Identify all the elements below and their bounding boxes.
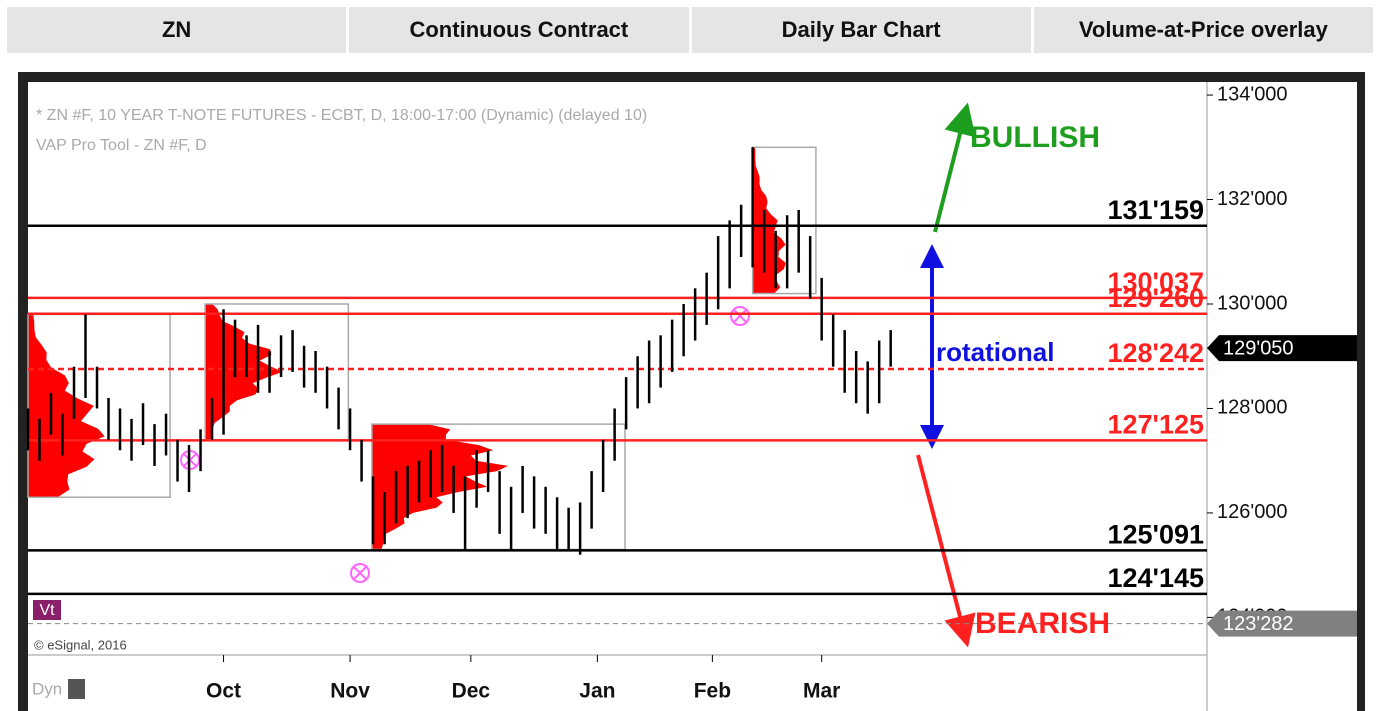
vap-profile — [28, 314, 105, 498]
level-label: 127'125 — [1107, 409, 1204, 439]
y-tick-label: 132'000 — [1217, 188, 1288, 210]
x-tick-label: Dec — [452, 680, 491, 703]
x-tick-label: Mar — [803, 680, 840, 703]
x-tick-label: Feb — [694, 680, 731, 703]
chart-title: * ZN #F, 10 YEAR T-NOTE FUTURES - ECBT, … — [36, 107, 647, 124]
bear-arrow — [916, 454, 976, 648]
y-tick-label: 126'000 — [1217, 501, 1288, 523]
level-label: 125'091 — [1107, 519, 1204, 549]
vap-profile — [752, 147, 786, 294]
footer-label: Dyn — [32, 679, 62, 698]
header-cell: Continuous Contract — [349, 7, 689, 53]
level-label: 130'037 — [1107, 267, 1204, 297]
source: © eSignal, 2016 — [34, 637, 127, 652]
price-tag-label: 123'282 — [1223, 613, 1294, 635]
price-tag — [1207, 610, 1357, 637]
y-tick-label: 134'000 — [1217, 83, 1288, 105]
annotation: BULLISH — [970, 121, 1100, 154]
x-tick-label: Jan — [579, 680, 615, 703]
header-cell: Volume-at-Price overlay — [1033, 7, 1373, 53]
footer-icon — [68, 679, 85, 699]
badge: Vt — [39, 602, 55, 619]
price-tag — [1207, 335, 1357, 362]
header-cell: Daily Bar Chart — [691, 7, 1031, 53]
frame-inner — [28, 82, 1357, 711]
price-tag-label: 129'050 — [1223, 337, 1294, 359]
badge-bg — [33, 600, 61, 620]
chart-subtitle: VAP Pro Tool - ZN #F, D — [36, 137, 207, 154]
header-cell: ZN — [7, 7, 347, 53]
vap-profile — [371, 424, 509, 550]
bull-arrow — [933, 102, 976, 233]
y-tick-label: 128'000 — [1217, 397, 1288, 419]
annotation: rotational — [936, 337, 1054, 367]
level-label: 129'260 — [1107, 283, 1204, 313]
x-tick-label: Oct — [206, 680, 241, 703]
annotation: BEARISH — [975, 607, 1110, 640]
x-tick-label: Nov — [330, 680, 370, 703]
y-tick-label: 130'000 — [1217, 292, 1288, 314]
level-label: 128'242 — [1107, 338, 1204, 368]
level-label: 131'159 — [1107, 195, 1204, 225]
header: ZN Continuous Contract Daily Bar Chart V… — [7, 7, 1373, 53]
level-label: 124'145 — [1107, 563, 1204, 593]
